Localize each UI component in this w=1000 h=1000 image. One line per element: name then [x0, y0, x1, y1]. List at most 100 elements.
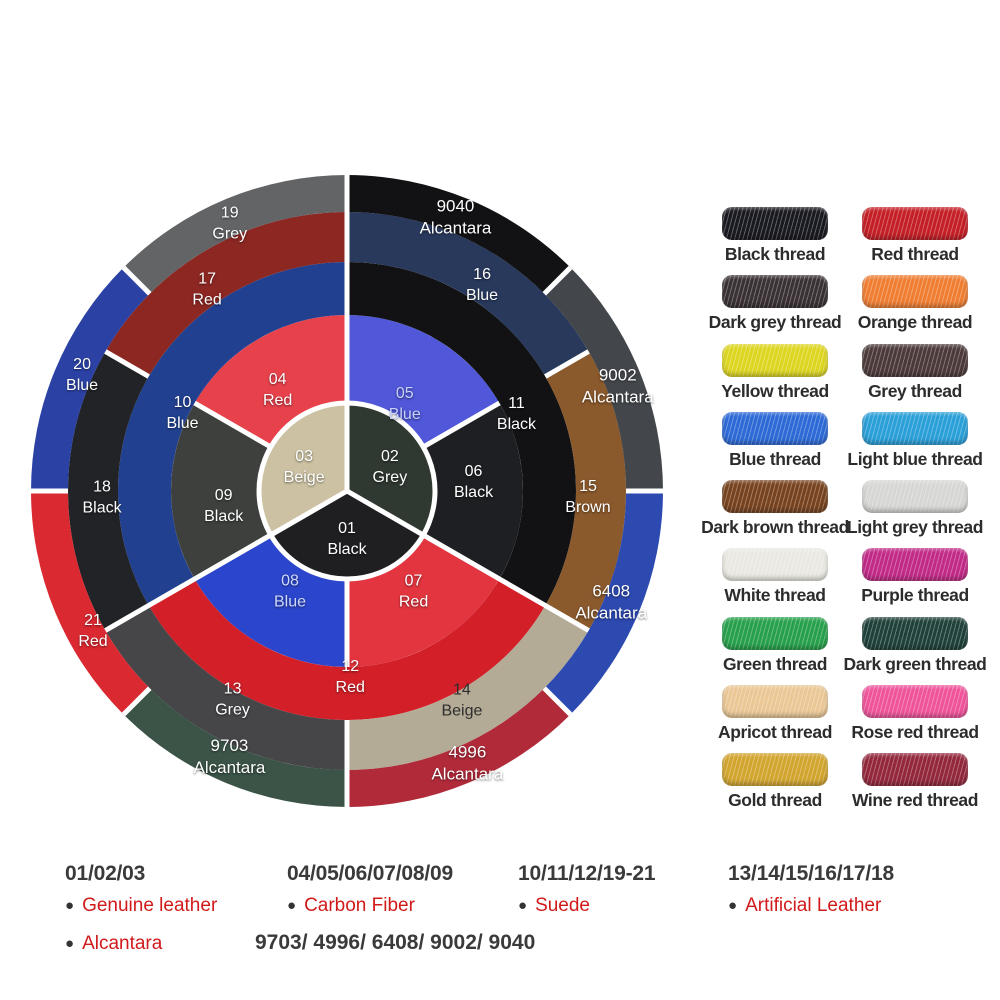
- thread-option: Light grey thread: [835, 480, 995, 538]
- wheel-segment-label: 03 Beige: [284, 448, 325, 486]
- thread-label: Grey thread: [868, 380, 962, 401]
- thread-swatch: [722, 480, 828, 513]
- wheel-segment-9703-alcantara: [123, 688, 347, 807]
- bullet-icon: ●: [287, 897, 297, 914]
- wheel-segment-14-beige: [347, 605, 589, 770]
- thread-label: Dark brown thread: [701, 517, 849, 537]
- thread-swatch: [862, 480, 968, 513]
- wheel-segment-label: 14 Beige: [441, 681, 482, 719]
- wheel-segment-label: 05 Blue: [389, 385, 421, 423]
- wheel-segment-17-red: [105, 212, 348, 377]
- legend-group-alcantara: ● Alcantara: [65, 933, 162, 955]
- wheel-segment-label: 12 Red: [336, 658, 365, 696]
- wheel-segment-label: 04 Red: [263, 371, 292, 409]
- thread-option: Purple thread: [835, 548, 995, 606]
- wheel-segment-19-grey: [123, 175, 347, 294]
- thread-label: Red thread: [871, 244, 959, 264]
- wheel-separator-line: [193, 400, 273, 450]
- thread-label: Light blue thread: [847, 448, 983, 469]
- legend-codes: 04/05/06/07/08/09: [287, 862, 453, 885]
- thread-label: Rose red thread: [851, 721, 979, 742]
- wheel-segment-label: 02 Grey: [373, 448, 408, 486]
- thread-option: Light blue thread: [835, 411, 995, 470]
- wheel-segment-20-blue: [31, 267, 150, 491]
- thread-label: Yellow thread: [721, 380, 829, 401]
- thread-option: White thread: [695, 548, 855, 606]
- wheel-segment-label: 9703 Alcantara: [194, 736, 266, 777]
- thread-option: Black thread: [695, 207, 855, 265]
- wheel-segment-label: 18 Black: [82, 478, 122, 516]
- legend-material: ● Artificial Leather: [728, 895, 894, 917]
- wheel-segment-label: 19 Grey: [212, 204, 247, 242]
- legend-material-label: Suede: [535, 895, 591, 916]
- wheel-segment-13-grey: [105, 605, 348, 770]
- thread-swatch: [862, 616, 968, 650]
- wheel-segment-07-red: [347, 535, 500, 667]
- thread-swatch: [862, 684, 968, 718]
- thread-option: Yellow thread: [695, 343, 855, 402]
- wheel-segment-label: 9002 Alcantara: [582, 365, 654, 406]
- thread-swatch: [722, 616, 828, 650]
- thread-label: Gold thread: [728, 790, 822, 810]
- wheel-segment-label: 09 Black: [204, 487, 244, 525]
- wheel-separator-line: [544, 349, 590, 379]
- bullet-icon: ●: [65, 897, 75, 914]
- legend-material: ● Carbon Fiber: [287, 895, 453, 917]
- wheel-segment-label: 21 Red: [78, 612, 107, 650]
- bullet-icon: ●: [65, 935, 75, 952]
- thread-swatch: [722, 753, 828, 786]
- legend-material: ● Genuine leather: [65, 895, 217, 917]
- wheel-segment-11-black: [347, 262, 576, 606]
- wheel-segment-label: 06 Black: [454, 463, 494, 501]
- wheel-separator-line: [345, 488, 590, 633]
- thread-label: Orange thread: [857, 312, 973, 333]
- legend-group-artificial-leather: 13/14/15/16/17/18 ● Artificial Leather: [728, 862, 894, 917]
- thread-option: Red thread: [835, 207, 995, 265]
- thread-option: Dark green thread: [835, 616, 995, 675]
- thread-swatch: [722, 411, 828, 445]
- wheel-separator-line: [421, 400, 501, 450]
- wheel-segment-label: 16 Blue: [466, 266, 498, 304]
- wheel-segment-label: 10 Blue: [167, 394, 199, 432]
- thread-swatch: [862, 343, 968, 377]
- legend-material-label: Alcantara: [82, 933, 163, 954]
- thread-option: Dark grey thread: [695, 275, 855, 333]
- thread-swatch: [722, 207, 828, 240]
- wheel-separator-line: [121, 686, 152, 717]
- thread-option: Blue thread: [695, 411, 855, 470]
- wheel-separator-line: [104, 349, 150, 379]
- wheel-segment-04-red: [194, 315, 347, 447]
- wheel-segment-05-blue: [347, 315, 500, 447]
- thread-option: Green thread: [695, 616, 855, 675]
- thread-label: Green thread: [722, 653, 828, 674]
- thread-label: White thread: [724, 585, 826, 606]
- wheel-segment-15-brown: [545, 351, 626, 631]
- thread-swatch: [862, 275, 968, 309]
- thread-label: Blue thread: [729, 448, 821, 469]
- wheel-segment-label: 13 Grey: [215, 680, 250, 718]
- thread-label: Black thread: [724, 244, 826, 264]
- wheel-separator-line: [121, 265, 152, 296]
- thread-option: Dark brown thread: [695, 480, 855, 538]
- legend-group-genuine-leather: 01/02/03 ● Genuine leather: [65, 862, 217, 917]
- thread-option: Orange thread: [835, 275, 995, 333]
- thread-swatch: [722, 343, 828, 377]
- thread-option: Wine red thread: [835, 753, 995, 811]
- bullet-icon: ●: [518, 897, 528, 914]
- wheel-segment-06-black: [423, 403, 523, 579]
- legend-group-suede: 10/11/12/19-21 ● Suede: [518, 862, 656, 917]
- thread-option: Rose red thread: [835, 684, 995, 743]
- bullet-icon: ●: [728, 897, 738, 914]
- wheel-segment-21-red: [31, 491, 150, 715]
- wheel-segment-18-black: [67, 351, 149, 631]
- thread-swatch: [722, 548, 828, 582]
- thread-label: Purple thread: [861, 585, 969, 606]
- wheel-segment-10-blue: [117, 262, 347, 606]
- wheel-separator-line: [542, 265, 573, 296]
- thread-label: Dark green thread: [843, 653, 987, 674]
- wheel-segment-label: 11 Black: [497, 395, 537, 433]
- wheel-separator-line: [104, 488, 349, 633]
- legend-codes: 10/11/12/19-21: [518, 862, 656, 885]
- wheel-segment-4996-alcantara: [347, 688, 571, 807]
